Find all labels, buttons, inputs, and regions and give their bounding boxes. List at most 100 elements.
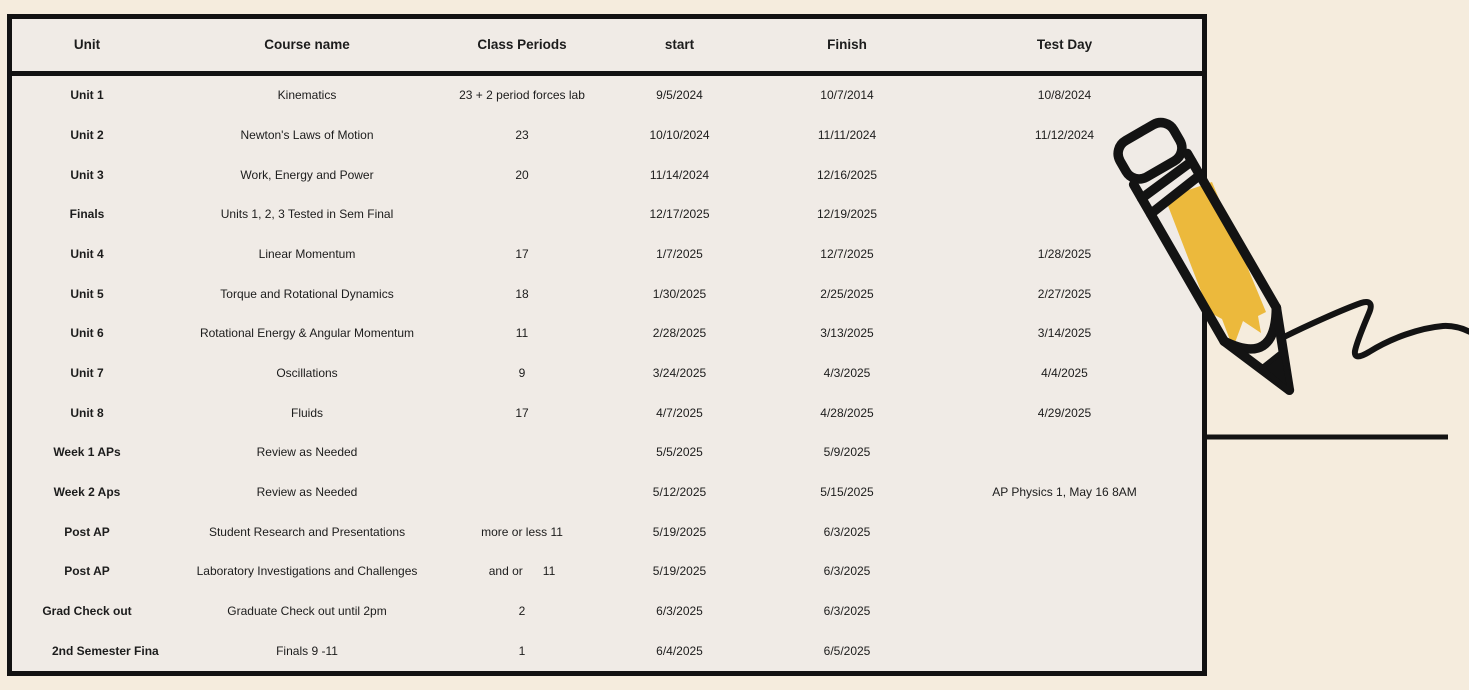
cell-unit: Unit 6 xyxy=(70,327,104,341)
cell-course-name: Oscillations xyxy=(276,366,338,380)
table-row: Unit 4 Linear Momentum 17 1/7/2025 12/7/2025… xyxy=(12,235,1202,275)
cell-course-name: Review as Needed xyxy=(256,485,358,499)
cell-unit: Grad Check out xyxy=(42,604,132,618)
cell-finish: 6/3/2025 xyxy=(823,565,871,579)
cell-class-periods: 23 xyxy=(515,128,529,142)
cell-test-day: 1/28/2025 xyxy=(1037,247,1092,261)
cell-class-periods: and or 11 xyxy=(488,565,556,579)
cell-course-name: Units 1, 2, 3 Tested in Sem Final xyxy=(220,208,394,222)
pencil-cone-right xyxy=(1271,302,1295,395)
cell-start: 5/12/2025 xyxy=(652,485,707,499)
table-row: Grad Check out Graduate Check out until 2… xyxy=(12,592,1202,632)
cell-start: 2/28/2025 xyxy=(652,327,707,341)
pencil-cone-left xyxy=(1219,336,1295,395)
cell-finish: 12/16/2025 xyxy=(816,168,878,182)
cell-test-day: 10/8/2024 xyxy=(1037,89,1092,103)
cell-class-periods: 1 xyxy=(518,644,526,658)
column-header-start: start xyxy=(664,37,695,52)
table-row: Unit 2 Newton's Laws of Motion 23 10/10/202… xyxy=(12,116,1202,156)
cell-course-name: Finals 9 -11 xyxy=(276,644,338,658)
cell-course-name: Rotational Energy & Angular Momentum xyxy=(199,327,415,341)
cell-start: 5/19/2025 xyxy=(652,565,707,579)
cell-unit: Week 2 Aps xyxy=(53,485,121,499)
course-schedule-table: Unit Course name Class Periods start Finish T… xyxy=(7,14,1207,676)
cell-finish: 5/15/2025 xyxy=(820,485,874,499)
cell-class-periods: 20 xyxy=(515,168,529,182)
column-header-class-periods: Class Periods xyxy=(477,37,567,52)
cell-unit: Post AP xyxy=(64,565,110,579)
cell-unit: Finals xyxy=(69,208,105,222)
table-row: Week 2 Aps Review as Needed 5/12/2025 5/15/… xyxy=(12,473,1202,513)
table-row: Unit 6 Rotational Energy & Angular Moment… xyxy=(12,314,1202,354)
cell-test-day: 4/29/2025 xyxy=(1037,406,1092,420)
cell-test-day: 4/4/2025 xyxy=(1041,366,1088,380)
cell-start: 10/10/2024 xyxy=(649,128,710,142)
cell-course-name: Fluids xyxy=(290,406,323,420)
cell-unit: Unit 3 xyxy=(70,168,104,182)
cell-course-name: Work, Energy and Power xyxy=(240,168,374,182)
table-row: Unit 1 Kinematics 23 + 2 period forces lab… xyxy=(12,76,1202,116)
cell-finish: 11/11/2024 xyxy=(817,128,877,142)
cell-test-day: 11/12/2024 xyxy=(1034,128,1095,142)
cell-unit: Post AP xyxy=(64,525,110,539)
cell-test-day: 3/14/2025 xyxy=(1037,327,1092,341)
cell-start: 1/7/2025 xyxy=(656,247,703,261)
cell-finish: 10/7/2014 xyxy=(820,89,874,103)
cell-finish: 12/19/2025 xyxy=(816,208,878,222)
pencil-collar-arc xyxy=(1219,302,1282,354)
table-row: 2nd Semester Fina Finals 9 -11 1 6/4/2025 6/… xyxy=(12,631,1202,671)
cell-unit: Week 1 APs xyxy=(53,446,121,460)
table-header-row: Unit Course name Class Periods start Finish T… xyxy=(12,19,1202,76)
column-header-finish: Finish xyxy=(827,37,867,52)
cell-finish: 4/28/2025 xyxy=(820,406,874,420)
table-row: Post AP Student Research and Presentation… xyxy=(12,512,1202,552)
cell-course-name: Graduate Check out until 2pm xyxy=(227,604,387,618)
cell-unit: Unit 1 xyxy=(70,89,104,103)
cell-unit: Unit 5 xyxy=(70,287,104,301)
cell-finish: 2/25/2025 xyxy=(820,287,874,301)
cell-finish: 12/7/2025 xyxy=(820,247,874,261)
cell-class-periods: 2 xyxy=(518,604,526,618)
cell-finish: 6/3/2025 xyxy=(823,604,871,618)
cell-course-name: Student Research and Presentations xyxy=(208,525,406,539)
cell-class-periods: more or less 11 xyxy=(481,525,563,539)
cell-start: 1/30/2025 xyxy=(652,287,707,301)
cell-class-periods: 11 xyxy=(515,327,529,341)
cell-test-day: AP Physics 1, May 16 8AM xyxy=(992,485,1137,499)
cell-start: 5/5/2025 xyxy=(656,446,703,460)
cell-course-name: Linear Momentum xyxy=(258,247,356,261)
cell-start: 4/7/2025 xyxy=(656,406,703,420)
cell-course-name: Kinematics xyxy=(277,89,337,103)
cell-finish: 5/9/2025 xyxy=(823,446,871,460)
cell-class-periods: 9 xyxy=(518,366,526,380)
pencil-graphite-tip xyxy=(1259,348,1293,395)
cell-class-periods: 17 xyxy=(515,247,529,261)
table-row: Unit 3 Work, Energy and Power 20 11/14/2024… xyxy=(12,155,1202,195)
cell-unit: 2nd Semester Fina xyxy=(52,644,159,658)
cell-start: 11/14/2024 xyxy=(649,168,710,182)
cell-class-periods: 23 + 2 period forces lab xyxy=(459,89,585,103)
cell-start: 5/19/2025 xyxy=(652,525,707,539)
cell-finish: 3/13/2025 xyxy=(820,327,874,341)
cell-finish: 6/3/2025 xyxy=(823,525,871,539)
cell-course-name: Laboratory Investigations and Challenges xyxy=(196,565,418,579)
cell-unit: Unit 4 xyxy=(70,247,104,261)
cell-finish: 4/3/2025 xyxy=(823,366,871,380)
cell-class-periods: 17 xyxy=(515,406,529,420)
cell-unit: Unit 7 xyxy=(70,366,104,380)
cell-start: 6/4/2025 xyxy=(656,644,703,658)
table-row: Unit 7 Oscillations 9 3/24/2025 4/3/2025 4/4/… xyxy=(12,354,1202,394)
table-row: Unit 8 Fluids 17 4/7/2025 4/28/2025 4/29/2025 xyxy=(12,393,1202,433)
cell-test-day: 2/27/2025 xyxy=(1037,287,1092,301)
cell-finish: 6/5/2025 xyxy=(823,644,871,658)
cell-course-name: Newton's Laws of Motion xyxy=(240,128,374,142)
table-row: Post AP Laboratory Investigations and Cha… xyxy=(12,552,1202,592)
cell-start: 6/3/2025 xyxy=(656,604,703,618)
table-row: Week 1 APs Review as Needed 5/5/2025 5/9/20… xyxy=(12,433,1202,473)
column-header-unit: Unit xyxy=(73,37,101,52)
column-header-course-name: Course name xyxy=(264,37,350,52)
column-header-test-day: Test Day xyxy=(1036,37,1093,52)
cell-unit: Unit 8 xyxy=(70,406,104,420)
squiggle-line xyxy=(1281,299,1469,360)
cell-start: 12/17/2025 xyxy=(649,208,710,222)
